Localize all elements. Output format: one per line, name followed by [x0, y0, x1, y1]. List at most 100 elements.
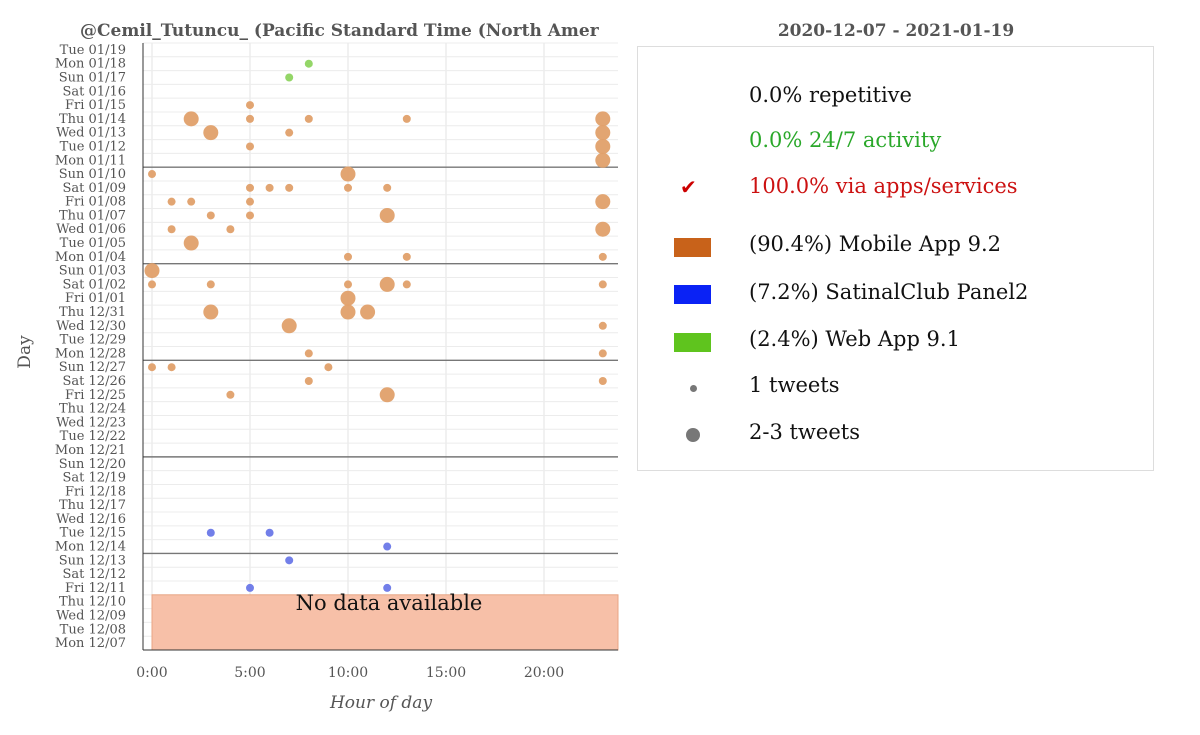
- data-point: [383, 542, 392, 551]
- data-point: [598, 252, 607, 261]
- y-tick-label: Fri 01/01: [65, 291, 126, 306]
- y-tick-label: Sun 01/03: [59, 264, 126, 279]
- data-point: [379, 276, 395, 292]
- data-point: [402, 114, 411, 123]
- data-point: [285, 183, 294, 192]
- data-point: [148, 363, 156, 372]
- y-tick-label: Tue 01/05: [60, 236, 126, 251]
- y-axis-label: Day: [15, 335, 35, 369]
- data-point: [183, 235, 199, 251]
- x-tick-label: 10:00: [328, 665, 368, 681]
- legend-size-small: 1 tweets: [749, 373, 840, 397]
- data-point: [595, 125, 611, 141]
- data-point: [148, 280, 156, 289]
- data-point: [595, 152, 611, 168]
- data-point: [144, 263, 160, 279]
- y-tick-label: Wed 12/23: [56, 415, 126, 430]
- data-point: [304, 59, 313, 68]
- data-point: [340, 166, 356, 182]
- data-point: [383, 583, 392, 592]
- data-point: [246, 583, 254, 592]
- y-tick-label: Thu 01/14: [59, 112, 126, 127]
- data-point: [226, 225, 235, 234]
- data-point: [265, 528, 274, 537]
- data-point: [281, 318, 297, 334]
- data-point: [167, 225, 176, 234]
- data-point: [265, 183, 274, 192]
- data-point: [595, 111, 611, 127]
- data-point: [340, 290, 356, 306]
- check-icon: ✔: [680, 175, 697, 199]
- legend-swatch-mobile-app: [674, 238, 711, 257]
- data-point: [246, 114, 254, 123]
- chart-title: @Cemil_Tutuncu_ (Pacific Standard Time (…: [80, 21, 600, 41]
- data-point: [340, 304, 356, 320]
- y-tick-label: Mon 01/18: [55, 57, 126, 72]
- y-tick-label: Wed 12/09: [56, 609, 126, 624]
- y-tick-label: Thu 12/24: [59, 402, 126, 417]
- data-point: [304, 349, 313, 358]
- y-tick-label: Wed 12/16: [56, 512, 126, 527]
- legend-label-mobile-app: (90.4%) Mobile App 9.2: [749, 232, 1002, 256]
- data-point: [167, 197, 176, 206]
- data-point: [324, 363, 333, 372]
- data-point: [226, 390, 235, 399]
- data-point: [598, 376, 607, 385]
- legend-swatch-satinalclub: [674, 285, 711, 304]
- data-point: [187, 197, 196, 206]
- data-point: [246, 183, 254, 192]
- data-point: [285, 556, 294, 565]
- repetitive-stat: 0.0% repetitive: [749, 83, 912, 107]
- y-tick-label: Thu 12/17: [59, 498, 126, 513]
- data-point: [383, 183, 392, 192]
- y-tick-label: Tue 12/22: [60, 429, 126, 444]
- y-tick-label: Sun 01/10: [59, 167, 126, 182]
- data-point: [304, 376, 313, 385]
- y-tick-label: Fri 12/11: [65, 581, 126, 596]
- y-tick-label: Tue 01/19: [60, 43, 126, 58]
- y-tick-label: Sun 12/13: [59, 553, 126, 568]
- y-tick-label: Mon 01/11: [55, 153, 126, 168]
- y-tick-label: Fri 01/15: [65, 98, 126, 113]
- data-point: [246, 197, 254, 206]
- y-tick-label: Sat 01/02: [63, 277, 126, 292]
- y-tick-label: Sat 12/19: [63, 471, 126, 486]
- data-point: [206, 528, 215, 537]
- y-tick-label: Wed 01/13: [56, 126, 126, 141]
- y-tick-label: Thu 12/31: [59, 305, 126, 320]
- data-point: [206, 211, 215, 220]
- data-point: [203, 125, 219, 141]
- data-point: [285, 128, 294, 137]
- data-point: [598, 280, 607, 289]
- y-tick-label: Mon 01/04: [55, 250, 126, 265]
- y-tick-label: Mon 12/07: [55, 636, 126, 651]
- apps-stat: 100.0% via apps/services: [749, 174, 1018, 198]
- data-point: [246, 101, 254, 110]
- data-point: [285, 73, 294, 82]
- no-data-region: [151, 594, 619, 651]
- x-tick-label: 0:00: [136, 665, 167, 681]
- no-data-label: No data available: [296, 591, 483, 615]
- y-tick-label: Mon 12/14: [55, 540, 126, 555]
- y-tick-label: Sat 12/26: [63, 374, 126, 389]
- data-point: [246, 211, 254, 220]
- x-tick-label: 20:00: [524, 665, 564, 681]
- y-tick-label: Tue 01/12: [60, 139, 126, 154]
- y-tick-label: Fri 12/25: [65, 388, 126, 403]
- data-point: [203, 304, 219, 320]
- data-point: [344, 280, 352, 289]
- data-point: [598, 349, 607, 358]
- legend-panel: 0.0% repetitive 0.0% 24/7 activity ✔ 100…: [637, 46, 1154, 471]
- y-tick-label: Fri 12/18: [65, 484, 126, 499]
- data-point: [379, 387, 395, 403]
- y-tick-label: Wed 01/06: [56, 222, 126, 237]
- data-point: [246, 142, 254, 151]
- y-tick-label: Sat 12/12: [63, 567, 126, 582]
- data-point: [402, 252, 411, 261]
- y-tick-label: Sat 01/16: [63, 84, 126, 99]
- y-tick-label: Wed 12/30: [56, 319, 126, 334]
- y-tick-label: Sat 01/09: [63, 181, 126, 196]
- y-tick-label: Sun 12/27: [59, 360, 126, 375]
- legend-size-large: 2-3 tweets: [749, 420, 860, 444]
